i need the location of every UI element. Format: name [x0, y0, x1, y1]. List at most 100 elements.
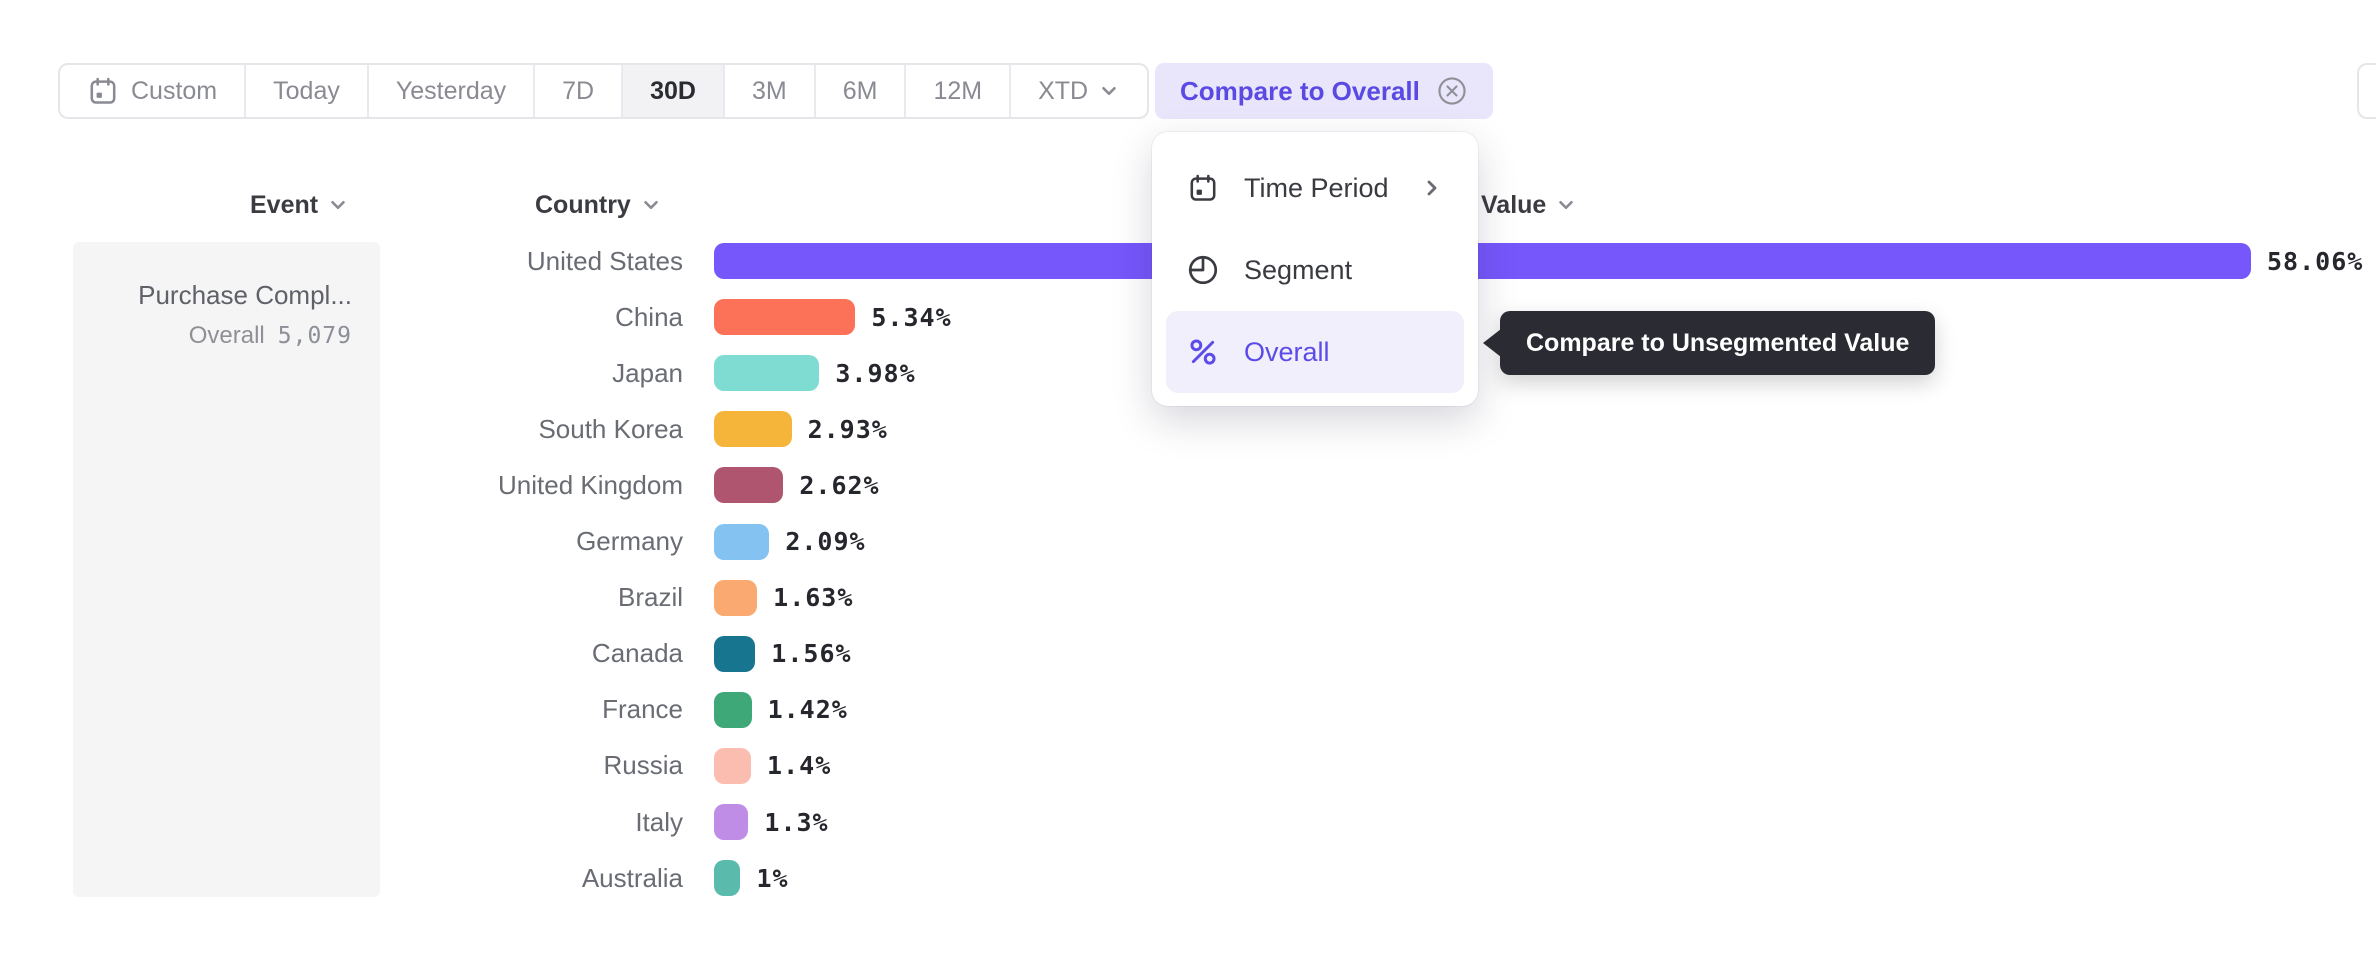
category-label: United Kingdom — [498, 469, 683, 500]
chart-row-canada: Canada 1.56% — [0, 626, 2376, 682]
category-label: Japan — [612, 357, 683, 388]
bar-segment[interactable] — [714, 243, 2251, 279]
value-label: 58.06% — [2267, 246, 2364, 276]
range-button-label: Today — [273, 76, 340, 105]
value-label: 1% — [756, 863, 789, 893]
chart-row-italy: Italy 1.3% — [0, 794, 2376, 850]
event-card[interactable]: Purchase Compl... Overall 5,079 — [73, 242, 380, 897]
range-button-label: XTD — [1038, 76, 1089, 105]
clipped-button-right-edge[interactable] — [2357, 63, 2376, 119]
overall-value: 5,079 — [277, 323, 352, 349]
chart-row-united-states: United States 58.06% — [0, 233, 2376, 289]
range-button-7d[interactable]: 7D — [535, 65, 624, 117]
category-label: Germany — [576, 526, 683, 556]
value-label: 2.09% — [785, 527, 866, 556]
menu-item-label: Time Period — [1244, 172, 1389, 203]
category-label: France — [602, 694, 683, 725]
category-label: Australia — [581, 862, 683, 893]
value-label: 2.62% — [799, 470, 880, 500]
range-button-30d[interactable]: 30D — [623, 65, 725, 117]
value-label: 5.34% — [871, 302, 952, 332]
chevron-down-icon — [640, 194, 662, 216]
chart-row-united-kingdom: United Kingdom 2.62% — [0, 457, 2376, 513]
range-button-3m[interactable]: 3M — [725, 65, 816, 117]
value-label: 1.42% — [767, 695, 848, 725]
range-button-label: Custom — [131, 76, 218, 105]
range-button-6m[interactable]: 6M — [816, 65, 907, 117]
chart-row-australia: Australia 1% — [0, 850, 2376, 906]
bar-segment[interactable] — [714, 523, 770, 560]
bar-segment[interactable] — [714, 691, 752, 728]
category-label: Italy — [635, 806, 683, 837]
chart-row-france: France 1.42% — [0, 682, 2376, 738]
date-range-toolbar: Custom Today Yesterday 7D 30D 3M 6M 12M XTD — [58, 63, 1150, 119]
column-header-country[interactable]: Country — [535, 190, 662, 220]
compare-to-overall-label: Compare to Overall — [1180, 75, 1420, 106]
chart-row-germany: Germany 2.09% — [0, 514, 2376, 570]
bar-segment[interactable] — [714, 804, 749, 840]
range-button-label: 6M — [842, 76, 878, 105]
column-header-event[interactable]: Event — [250, 190, 349, 220]
overall-label: Overall — [188, 322, 265, 349]
range-button-xtd[interactable]: XTD — [1011, 65, 1147, 117]
segment-icon — [1186, 253, 1220, 287]
calendar-icon — [1186, 172, 1220, 204]
value-label: 1.63% — [773, 583, 854, 613]
column-header-country-label: Country — [535, 190, 631, 219]
bar-segment[interactable] — [714, 860, 741, 897]
chart-row-russia: Russia 1.4% — [0, 738, 2376, 794]
bar-segment[interactable] — [714, 635, 756, 672]
menu-item-label: Segment — [1244, 254, 1353, 285]
chart-row-japan: Japan 3.98% — [0, 345, 2376, 401]
bar-segment[interactable] — [714, 579, 758, 616]
range-button-today[interactable]: Today — [246, 65, 369, 117]
range-button-yesterday[interactable]: Yesterday — [369, 65, 536, 117]
bar-segment[interactable] — [714, 467, 784, 504]
tooltip-arrow-left — [1483, 329, 1501, 357]
value-label: 1.4% — [767, 751, 832, 781]
bar-segment[interactable] — [714, 355, 820, 392]
percent-icon — [1186, 335, 1220, 369]
tooltip-text: Compare to Unsegmented Value — [1526, 328, 1910, 357]
category-label: Canada — [591, 638, 683, 669]
column-header-value[interactable]: Value — [1481, 190, 1577, 220]
range-button-label: 7D — [562, 76, 595, 105]
value-label: 2.93% — [807, 414, 888, 444]
range-button-label: 3M — [751, 76, 787, 105]
menu-item-label: Overall — [1244, 336, 1330, 367]
bar-segment[interactable] — [714, 747, 752, 784]
category-label: China — [615, 301, 683, 332]
compare-dropdown-menu: Time Period Segment Overall — [1152, 132, 1478, 406]
bar-segment[interactable] — [714, 411, 792, 448]
chevron-down-icon — [1098, 80, 1120, 102]
close-circle-icon[interactable] — [1436, 75, 1468, 107]
tooltip: Compare to Unsegmented Value — [1483, 311, 1936, 375]
value-label: 1.56% — [771, 639, 852, 669]
menu-item-time-period[interactable]: Time Period — [1166, 147, 1464, 229]
category-label: Brazil — [617, 582, 683, 613]
menu-item-overall[interactable]: Overall — [1166, 311, 1464, 393]
event-overall-row: Overall 5,079 — [93, 322, 352, 350]
chart-row-china: China 5.34% — [0, 289, 2376, 345]
chevron-down-icon — [1555, 194, 1577, 216]
range-button-label: 30D — [650, 76, 696, 105]
chevron-right-icon — [1420, 176, 1444, 200]
column-header-event-label: Event — [250, 190, 319, 219]
compare-to-overall-button[interactable]: Compare to Overall — [1155, 63, 1493, 119]
category-label: United States — [526, 245, 683, 276]
range-button-custom[interactable]: Custom — [60, 65, 247, 117]
range-button-12m[interactable]: 12M — [906, 65, 1012, 117]
chart-row-brazil: Brazil 1.63% — [0, 570, 2376, 626]
value-label: 3.98% — [835, 358, 916, 388]
column-header-value-label: Value — [1481, 190, 1547, 219]
chart-row-south-korea: South Korea 2.93% — [0, 401, 2376, 457]
event-title: Purchase Compl... — [138, 280, 352, 310]
category-label: South Korea — [538, 413, 683, 444]
value-label: 1.3% — [764, 807, 829, 837]
range-button-label: 12M — [933, 76, 983, 105]
bar-segment[interactable] — [714, 299, 856, 336]
chevron-down-icon — [327, 194, 349, 216]
category-label: Russia — [603, 750, 683, 781]
menu-item-segment[interactable]: Segment — [1166, 229, 1464, 311]
range-button-label: Yesterday — [395, 76, 507, 105]
